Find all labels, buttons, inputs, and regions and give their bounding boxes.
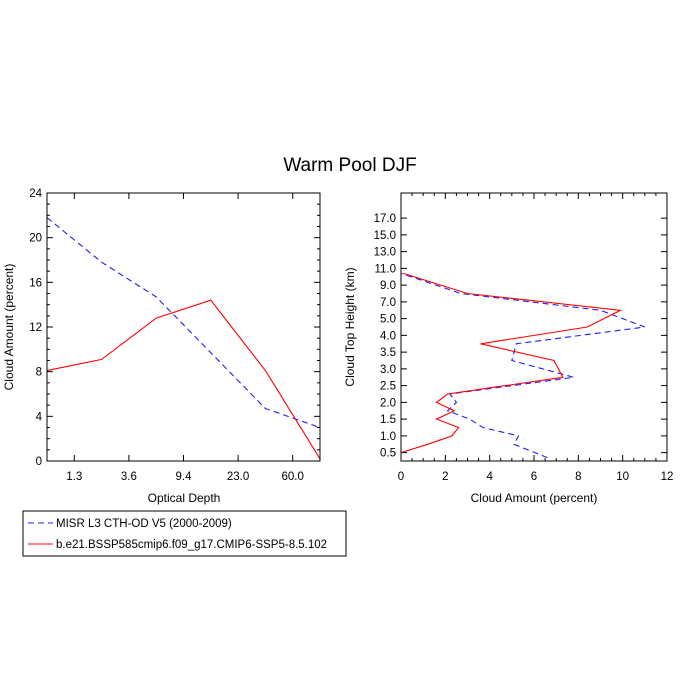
right-y-tick-label: 13.0 bbox=[374, 247, 396, 259]
left-axis-labels: 0 4 8 12 16 20 24 1.3 3.6 9.4 23.0 60.0 bbox=[29, 188, 304, 483]
left-series-line-0 bbox=[46, 217, 321, 429]
left-y-axis-label: Cloud Amount (percent) bbox=[2, 264, 16, 391]
right-y-tick-label: 17.0 bbox=[374, 213, 396, 225]
right-x-tick-label: 10 bbox=[616, 471, 629, 483]
left-x-tick-label: 1.3 bbox=[66, 471, 82, 483]
right-y-tick-label: 7.0 bbox=[380, 297, 396, 309]
right-y-tick-label: 5.0 bbox=[380, 314, 396, 326]
right-x-tick-label: 8 bbox=[575, 471, 581, 483]
right-x-tick-label: 12 bbox=[661, 471, 674, 483]
right-y-tick-label: 9.0 bbox=[380, 280, 396, 292]
right-x-tick-label: 0 bbox=[398, 471, 404, 483]
left-x-axis-label: Optical Depth bbox=[148, 491, 221, 505]
right-y-tick-label: 15.0 bbox=[374, 230, 396, 242]
right-axis-labels: 0 2 4 6 8 10 12 0.5 1.0 1.5 2.0 2.5 3.0 3.5 4.0 5.0 7.0 9… bbox=[374, 213, 674, 483]
figure-title: Warm Pool DJF bbox=[283, 155, 416, 176]
right-x-axis-label: Cloud Amount (percent) bbox=[471, 491, 598, 505]
right-y-tick-label: 2.5 bbox=[380, 381, 396, 393]
left-x-tick-label: 3.6 bbox=[121, 471, 137, 483]
right-y-tick-label: 1.5 bbox=[380, 414, 396, 426]
right-y-tick-label: 0.5 bbox=[380, 448, 396, 460]
legend: MISR L3 CTH-OD V5 (2000-2009) b.e21.BSSP… bbox=[22, 510, 347, 557]
right-y-tick-label: 2.0 bbox=[380, 397, 396, 409]
left-x-tick-label: 23.0 bbox=[227, 471, 249, 483]
right-x-tick-label: 2 bbox=[442, 471, 448, 483]
right-y-tick-label: 3.5 bbox=[380, 347, 396, 359]
right-y-tick-label: 11.0 bbox=[374, 263, 396, 275]
legend-label-model: b.e21.BSSP585cmip6.f09_g17.CMIP6-SSP5-8.… bbox=[56, 539, 327, 551]
left-x-tick-label: 9.4 bbox=[176, 471, 193, 483]
left-y-tick-label: 12 bbox=[29, 322, 42, 334]
left-x-tick-label: 60.0 bbox=[282, 471, 304, 483]
right-x-tick-label: 4 bbox=[486, 471, 493, 483]
right-x-tick-label: 6 bbox=[531, 471, 537, 483]
right-y-axis-label: Cloud Top Height (km) bbox=[343, 267, 357, 386]
chart-optical-depth: 0 4 8 12 16 20 24 1.3 3.6 9.4 23.0 60.0 Optical Dep… bbox=[2, 188, 321, 505]
right-series-line-1 bbox=[400, 272, 623, 454]
left-y-tick-label: 4 bbox=[36, 411, 43, 423]
left-y-tick-label: 0 bbox=[36, 456, 42, 468]
right-plot-frame bbox=[400, 192, 668, 462]
left-y-tick-label: 20 bbox=[29, 233, 42, 245]
chart-cloud-top-height: 0 2 4 6 8 10 12 0.5 1.0 1.5 2.0 2.5 3.0 3.5 4.0 5.0 7.0 9… bbox=[343, 192, 674, 505]
left-plot-frame bbox=[46, 192, 321, 462]
right-y-tick-label: 3.0 bbox=[380, 364, 396, 376]
legend-box bbox=[22, 510, 347, 557]
legend-label-misr: MISR L3 CTH-OD V5 (2000-2009) bbox=[56, 518, 232, 530]
left-series-line-1 bbox=[46, 299, 321, 460]
left-y-tick-label: 16 bbox=[29, 277, 42, 289]
right-y-tick-label: 4.0 bbox=[380, 330, 396, 342]
right-y-tick-label: 1.0 bbox=[380, 431, 396, 443]
left-series-group bbox=[46, 217, 321, 460]
right-series-group bbox=[400, 272, 645, 459]
left-y-tick-label: 24 bbox=[29, 188, 42, 200]
left-y-tick-label: 8 bbox=[36, 367, 42, 379]
